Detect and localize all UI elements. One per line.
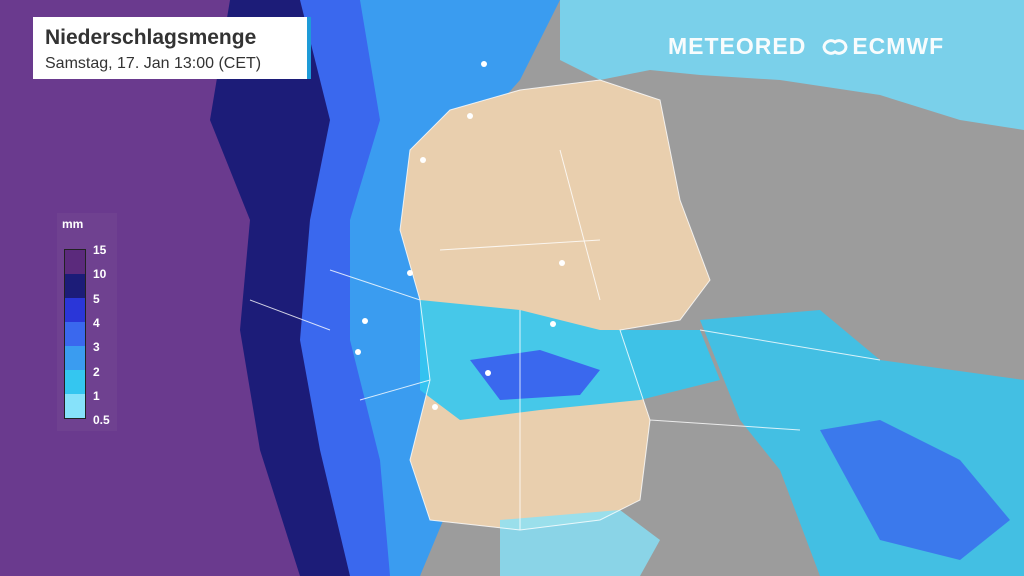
legend-swatch: [65, 274, 85, 298]
title-box: Niederschlagsmenge Samstag, 17. Jan 13:0…: [33, 17, 311, 79]
meteored-logo: METEORED: [668, 33, 807, 59]
legend-swatch: [65, 298, 85, 322]
legend: mm 15 10 5 4 3 2 1 0.5: [57, 213, 117, 431]
legend-swatch: [65, 322, 85, 346]
legend-tick: 15: [93, 243, 107, 257]
ecmwf-swirl-icon: [822, 38, 848, 55]
rain-east-dark: [820, 420, 1010, 560]
legend-swatch: [65, 346, 85, 370]
logos: METEORED ECMWF: [668, 33, 944, 60]
legend-tick: 2: [93, 364, 100, 379]
rain-band-light: [350, 0, 560, 576]
rain-central-dark: [470, 350, 600, 400]
legend-swatch: [65, 394, 85, 418]
legend-tick: 5: [93, 291, 100, 306]
baltic-sea: [560, 0, 1024, 130]
ecmwf-logo: ECMWF: [820, 33, 944, 60]
city-markers: [355, 61, 565, 410]
borders: [249, 79, 881, 531]
legend-unit: mm: [62, 217, 84, 231]
legend-color-bar: [64, 249, 86, 419]
map-title: Niederschlagsmenge: [45, 26, 257, 49]
legend-swatch: [65, 370, 85, 394]
legend-tick: 3: [93, 340, 100, 355]
legend-tick: 10: [93, 267, 107, 282]
map-timestamp: Samstag, 17. Jan 13:00 (CET): [45, 55, 262, 72]
alps-rain: [500, 510, 660, 576]
legend-tick: 4: [93, 315, 100, 330]
legend-tick: 0.5: [93, 413, 110, 428]
legend-swatch: [65, 250, 85, 274]
legend-tick: 1: [93, 388, 100, 403]
